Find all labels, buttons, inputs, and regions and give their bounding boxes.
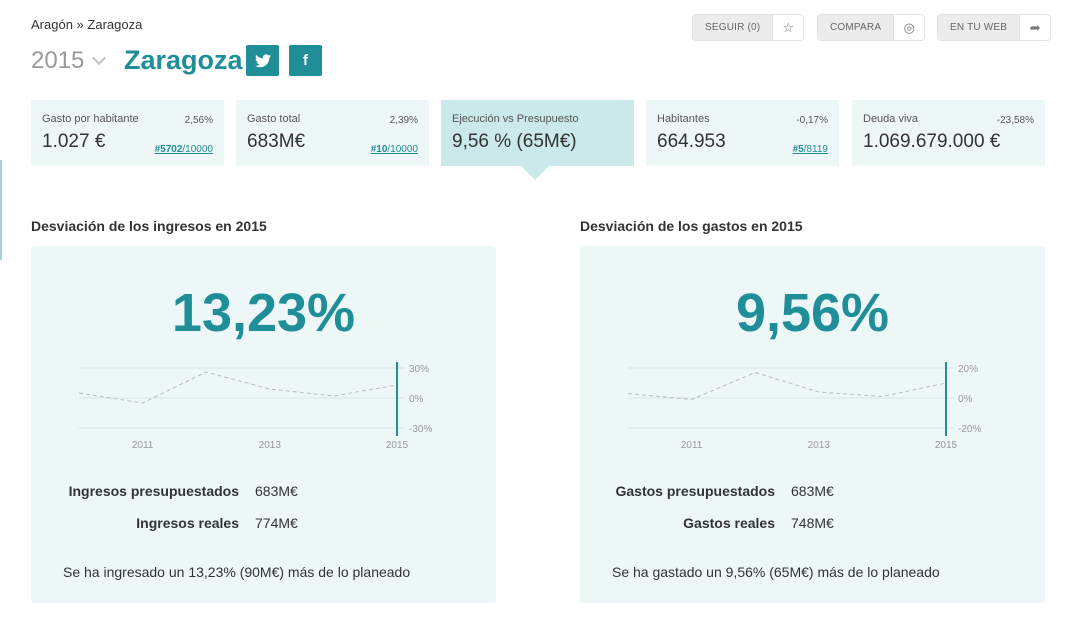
expense-panel: 9,56% 20% 0% -20% 2011 2013 2015 Gastos presu… [580,246,1045,603]
x-tick-label: 2015 [935,440,958,451]
expense-budget-label: Gastos presupuestados [615,483,776,499]
expense-real-value: 748M€ [791,515,834,531]
y-tick-label: -30% [409,424,432,435]
breadcrumb: Aragón » Zaragoza [31,17,142,32]
twitter-icon [254,53,271,67]
compass-icon: ◎ [893,15,925,40]
kpi-deuda-viva[interactable]: Deuda viva -23,58% 1.069.679.000 € [852,100,1045,166]
kpi-gasto-total[interactable]: Gasto total 2,39% 683M€ #10/10000 [236,100,429,166]
kpi-value: 9,56 % (65M€) [452,131,577,152]
kpi-ejecucion-vs-presupuesto[interactable]: Ejecución vs Presupuesto 9,56 % (65M€) [441,100,634,180]
series-line [78,371,398,404]
income-panel: 13,23% 30% 0% -30% 2011 2013 2015 Ingresos pr… [31,246,496,603]
income-section-title: Desviación de los ingresos en 2015 [31,218,267,234]
kpi-change: 2,39% [389,115,418,126]
kpi-change: 2,56% [184,115,213,126]
kpi-rank-total: /8119 [803,144,828,155]
kpi-value: 683M€ [247,131,306,152]
kpi-ranking-link[interactable]: #10/10000 [371,144,418,155]
kpi-strip: Gasto por habitante 2,56% 1.027 € #5702/… [31,100,1045,180]
income-real-value: 774M€ [255,515,298,531]
follow-button[interactable]: SEGUIR (0) ☆ [692,14,805,41]
facebook-icon: f [303,52,308,69]
breadcrumb-separator: » [76,17,84,32]
follow-label: SEGUIR (0) [693,15,773,40]
y-tick-label: 0% [409,394,424,405]
embed-button[interactable]: EN TU WEB ➦ [937,14,1052,41]
twitter-share-button[interactable] [246,45,279,76]
x-tick-label: 2013 [808,440,831,451]
kpi-ranking-link[interactable]: #5702/10000 [155,144,213,155]
compare-label: COMPARA [818,15,894,40]
kpi-gasto-por-habitante[interactable]: Gasto por habitante 2,56% 1.027 € #5702/… [31,100,224,166]
kpi-value: 664.953 [657,131,726,152]
kpi-title: Gasto por habitante [42,113,139,125]
y-tick-label: 0% [958,394,973,405]
kpi-rank-total: /10000 [387,144,418,155]
income-budget-label: Ingresos presupuestados [68,483,239,499]
breadcrumb-city[interactable]: Zaragoza [87,17,143,32]
kpi-title: Ejecución vs Presupuesto [452,113,579,125]
star-icon: ☆ [772,15,804,40]
kpi-rank-total: /10000 [182,144,213,155]
kpi-title: Gasto total [247,113,301,125]
kpi-rank-position: #5 [792,144,804,155]
x-tick-label: 2011 [132,440,154,451]
year-value: 2015 [31,47,85,74]
kpi-title: Deuda viva [863,113,919,125]
left-rule [0,160,2,260]
chevron-down-icon [92,50,107,66]
expense-section-title: Desviación de los gastos en 2015 [580,218,803,234]
active-indicator [521,166,549,180]
y-tick-label: -20% [958,424,981,435]
income-summary: Se ha ingresado un 13,23% (90M€) más de … [63,564,411,580]
kpi-change: -0,17% [796,115,828,126]
expense-real-row: Gastos reales [580,515,775,535]
y-tick-label: 20% [958,364,978,375]
kpi-value: 1.069.679.000 € [863,131,1001,152]
facebook-share-button[interactable]: f [289,45,322,76]
embed-label: EN TU WEB [938,15,1020,40]
expense-deviation-value: 9,56% [735,283,890,343]
expense-budget-value: 683M€ [791,483,834,499]
kpi-title: Habitantes [657,113,710,125]
income-budget-value: 683M€ [255,483,298,499]
series-line [627,371,947,401]
income-real-label: Ingresos reales [136,515,239,531]
breadcrumb-region[interactable]: Aragón [31,17,73,32]
x-tick-label: 2013 [259,440,282,451]
kpi-rank-position: #10 [370,144,388,155]
kpi-habitantes[interactable]: Habitantes -0,17% 664.953 #5/8119 [646,100,839,166]
y-tick-label: 30% [409,364,429,375]
expense-summary: Se ha gastado un 9,56% (65M€) más de lo … [612,564,940,580]
income-deviation-chart: 30% 0% -30% 2011 2013 2015 [78,362,432,451]
expense-real-label: Gastos reales [683,515,775,531]
x-tick-label: 2011 [681,440,703,451]
x-tick-label: 2015 [386,440,409,451]
income-deviation-value: 13,23% [171,283,356,343]
expense-budget-row: Gastos presupuestados [580,483,776,503]
income-real-row: Ingresos reales [31,515,239,535]
kpi-value: 1.027 € [42,131,106,152]
kpi-rank-position: #5702 [154,144,183,155]
kpi-ranking-link[interactable]: #5/8119 [793,144,828,155]
page-title: Zaragoza [124,45,243,75]
kpi-change: -23,58% [996,115,1034,126]
expense-deviation-chart: 20% 0% -20% 2011 2013 2015 [627,362,981,451]
compare-button[interactable]: COMPARA ◎ [817,14,926,41]
income-budget-row: Ingresos presupuestados [31,483,239,503]
year-selector[interactable]: 2015 [31,47,107,75]
share-icon: ➦ [1019,15,1051,40]
